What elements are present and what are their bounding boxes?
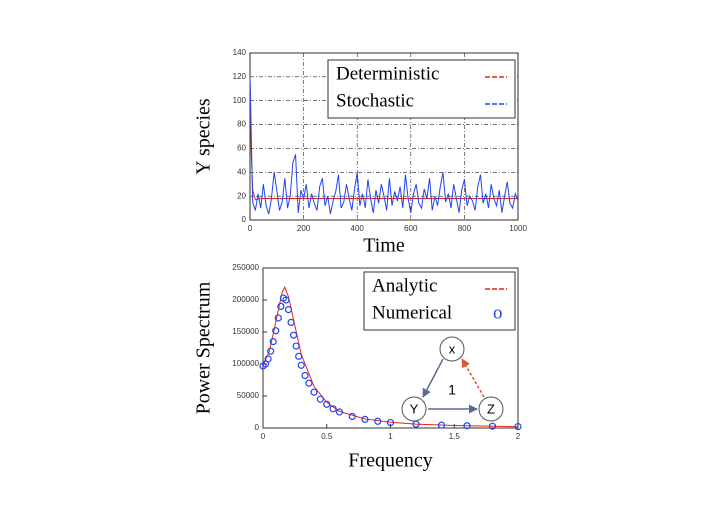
x-axis-label: Time	[363, 235, 405, 257]
data-point	[287, 318, 295, 326]
y-tick-label: 60	[237, 144, 246, 153]
x-tick-label: 1.5	[449, 432, 461, 441]
data-point	[274, 314, 282, 322]
y-tick-label: 140	[233, 48, 247, 57]
data-point	[305, 379, 313, 387]
node-label: Z	[487, 401, 495, 416]
legend-label: Numerical	[372, 302, 452, 323]
arrow	[422, 358, 444, 398]
data-point	[463, 422, 471, 430]
data-point	[310, 388, 318, 396]
x-axis-label: Frequency	[348, 450, 432, 472]
x-tick-label: 400	[351, 224, 365, 233]
y-tick-label: 20	[237, 191, 246, 200]
y-tick-label: 200000	[232, 295, 259, 304]
inset-diagram: x Y Z 1	[401, 336, 504, 422]
legend-label: Deterministic	[336, 63, 439, 84]
legend-marker: o	[493, 302, 503, 323]
data-point	[295, 352, 303, 360]
data-point	[361, 415, 369, 423]
x-tick-label: 1000	[509, 224, 527, 233]
data-point	[386, 418, 395, 427]
data-point	[514, 422, 522, 431]
y-tick-label: 40	[237, 167, 246, 176]
series-line	[249, 76, 519, 215]
x-tick-label: 0	[248, 224, 253, 233]
legend	[363, 271, 516, 331]
data-point	[272, 327, 280, 335]
data-point	[374, 417, 382, 425]
data-point	[282, 296, 290, 304]
node	[439, 336, 465, 362]
data-point	[267, 347, 275, 355]
node	[401, 396, 427, 422]
data-point	[284, 306, 293, 314]
data-point	[269, 338, 277, 346]
data-point	[316, 395, 324, 403]
data-point	[329, 405, 337, 413]
data-point	[323, 400, 331, 408]
y-tick-label: 150000	[232, 327, 259, 336]
x-tick-label: 0.5	[321, 432, 333, 441]
x-tick-label: 1	[388, 432, 393, 441]
legend-label: Analytic	[372, 275, 437, 296]
x-tick-label: 2	[516, 432, 521, 441]
data-point	[301, 371, 309, 380]
legend	[327, 59, 516, 119]
data-point	[264, 355, 272, 363]
data-point	[437, 421, 446, 429]
data-point	[335, 408, 344, 416]
data-point	[488, 422, 497, 430]
arrow	[461, 358, 485, 398]
y-axis-label: Y species	[193, 98, 215, 175]
data-point	[277, 302, 285, 310]
series-line	[262, 285, 519, 428]
x-tick-label: 600	[404, 224, 418, 233]
y-tick-label: 250000	[232, 263, 259, 272]
y-tick-label: 120	[233, 72, 247, 81]
cycle-label: 1	[448, 382, 456, 398]
x-tick-label: 0	[261, 432, 266, 441]
x-tick-label: 800	[458, 224, 472, 233]
data-point	[290, 331, 298, 339]
y-tick-label: 100000	[232, 359, 259, 368]
node-label: x	[449, 341, 456, 356]
y-tick-label: 100	[233, 96, 247, 105]
legend-label: Stochastic	[336, 90, 414, 111]
data-point	[297, 361, 305, 369]
node-label: Y	[410, 401, 419, 416]
node	[478, 396, 504, 422]
x-tick-label: 200	[297, 224, 311, 233]
y-tick-label: 50000	[237, 391, 260, 400]
y-tick-label: 0	[242, 215, 247, 224]
y-tick-label: 0	[255, 423, 260, 432]
data-point	[348, 412, 356, 421]
data-point	[292, 342, 300, 350]
y-tick-label: 80	[237, 120, 246, 129]
y-axis-label: Power Spectrum	[193, 281, 215, 414]
